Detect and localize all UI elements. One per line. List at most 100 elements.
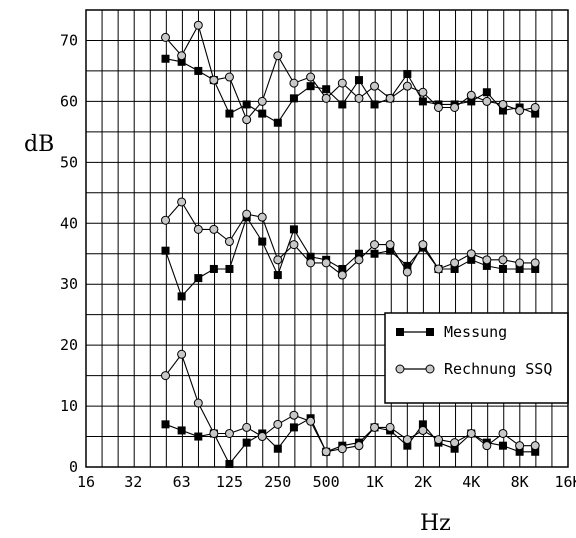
- data-point-circle: [242, 115, 252, 125]
- data-point-square: [289, 94, 298, 103]
- data-point-circle: [450, 438, 460, 448]
- data-point-circle: [193, 20, 203, 30]
- data-point-square: [209, 264, 218, 273]
- data-point-square: [482, 88, 491, 97]
- data-point-square: [386, 246, 395, 255]
- data-point-square: [194, 66, 203, 75]
- legend-label: Rechnung SSQ: [444, 360, 552, 378]
- y-tick-label: 50: [60, 153, 78, 171]
- data-point-square: [498, 264, 507, 273]
- data-point-square: [418, 97, 427, 106]
- y-tick-label: 20: [60, 336, 78, 354]
- data-point-circle: [337, 270, 347, 280]
- data-point-circle: [450, 102, 460, 112]
- legend-circle-marker: [425, 364, 435, 374]
- legend-item-messung: Messung: [396, 323, 507, 341]
- x-tick-label: 1K: [366, 473, 384, 491]
- y-axis-ticks: 0 10 20 30 40 50 60 70: [60, 31, 78, 476]
- data-point-circle: [289, 410, 299, 420]
- data-point-square: [161, 54, 170, 63]
- data-point-circle: [498, 99, 508, 109]
- x-tick-label: 8K: [511, 473, 529, 491]
- x-tick-label: 2K: [414, 473, 432, 491]
- data-point-square: [161, 246, 170, 255]
- data-point-square: [338, 264, 347, 273]
- data-point-circle: [209, 224, 219, 234]
- data-point-circle: [289, 78, 299, 88]
- data-point-square: [370, 100, 379, 109]
- data-point-square: [531, 264, 540, 273]
- x-tick-label: 500: [313, 473, 340, 491]
- y-tick-label: 0: [69, 458, 78, 476]
- data-point-circle: [273, 419, 283, 429]
- data-point-square: [403, 261, 412, 270]
- legend: Messung Rechnung SSQ: [384, 312, 569, 404]
- data-point-circle: [515, 106, 525, 116]
- data-point-circle: [161, 215, 171, 225]
- data-point-circle: [306, 416, 316, 426]
- data-point-circle: [257, 432, 267, 442]
- x-tick-label: 250: [264, 473, 291, 491]
- legend-square-marker: [396, 328, 404, 336]
- data-point-square: [482, 261, 491, 270]
- y-tick-label: 60: [60, 92, 78, 110]
- data-point-circle: [370, 240, 380, 250]
- data-point-circle: [224, 428, 234, 438]
- x-axis-ticks: 16 32 63 125 250 500 1K 2K 4K 8K 16K: [77, 473, 576, 491]
- data-point-circle: [273, 255, 283, 265]
- data-point-circle: [402, 267, 412, 277]
- data-point-circle: [161, 371, 171, 381]
- data-point-circle: [337, 444, 347, 454]
- data-point-square: [242, 438, 251, 447]
- series-layer: [161, 20, 540, 468]
- data-point-circle: [370, 422, 380, 432]
- data-point-square: [306, 82, 315, 91]
- x-axis-title: Hz: [420, 511, 451, 536]
- data-point-circle: [530, 102, 540, 112]
- data-point-circle: [402, 435, 412, 445]
- data-point-square: [418, 420, 427, 429]
- data-point-circle: [289, 240, 299, 250]
- data-point-square: [289, 225, 298, 234]
- data-point-square: [273, 444, 282, 453]
- y-tick-label: 30: [60, 275, 78, 293]
- data-point-circle: [193, 224, 203, 234]
- y-axis-title: dB: [24, 132, 54, 157]
- data-point-circle: [354, 441, 364, 451]
- data-point-circle: [433, 435, 443, 445]
- legend-box: [384, 312, 569, 404]
- x-tick-label: 32: [124, 473, 142, 491]
- plot-frame: [85, 9, 569, 468]
- data-point-square: [515, 264, 524, 273]
- data-point-circle: [466, 90, 476, 100]
- data-point-circle: [224, 237, 234, 247]
- series-line: [165, 200, 536, 276]
- data-point-square: [177, 57, 186, 66]
- data-point-square: [225, 109, 234, 118]
- data-point-square: [258, 109, 267, 118]
- data-point-circle: [418, 240, 428, 250]
- data-point-circle: [482, 96, 492, 106]
- data-point-square: [225, 459, 234, 468]
- y-tick-label: 70: [60, 31, 78, 49]
- series-line: [165, 23, 536, 121]
- x-tick-label: 4K: [462, 473, 480, 491]
- data-point-circle: [321, 447, 331, 457]
- y-tick-label: 10: [60, 397, 78, 415]
- data-point-square: [177, 292, 186, 301]
- data-point-circle: [433, 102, 443, 112]
- data-point-circle: [482, 441, 492, 451]
- data-point-square: [354, 249, 363, 258]
- data-point-square: [370, 249, 379, 258]
- data-point-circle: [177, 349, 187, 359]
- data-point-circle: [209, 428, 219, 438]
- data-point-circle: [354, 93, 364, 103]
- data-point-circle: [418, 87, 428, 97]
- data-point-square: [498, 106, 507, 115]
- data-point-circle: [242, 422, 252, 432]
- data-point-circle: [402, 81, 412, 91]
- data-point-square: [403, 441, 412, 450]
- data-point-circle: [385, 93, 395, 103]
- data-point-circle: [161, 32, 171, 42]
- data-point-circle: [306, 258, 316, 268]
